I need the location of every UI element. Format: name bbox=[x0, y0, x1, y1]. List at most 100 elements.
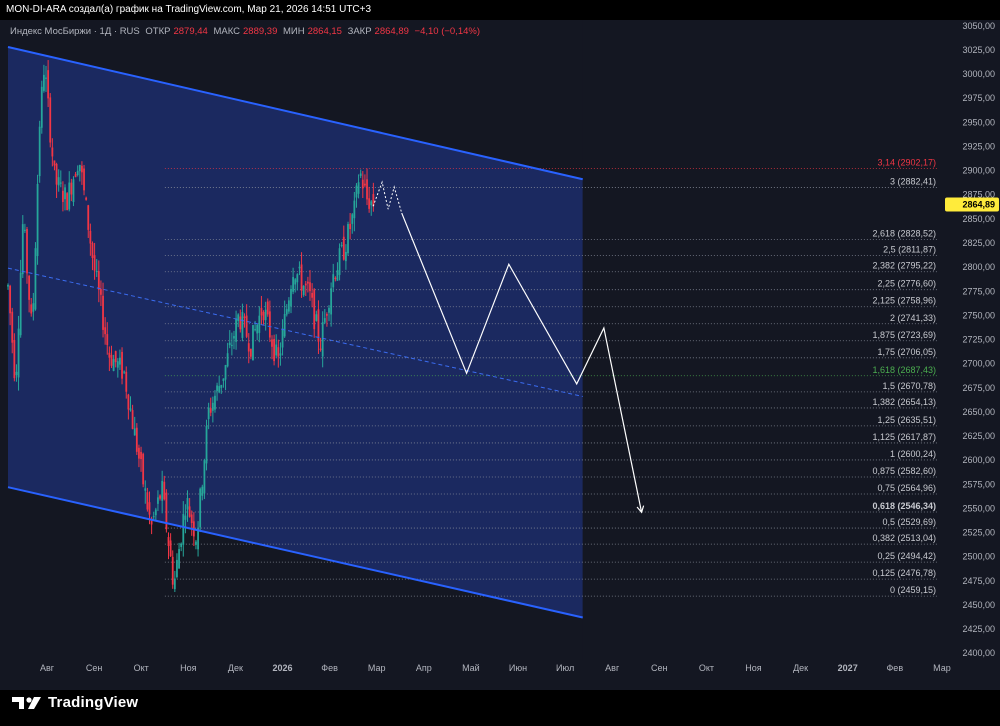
candle-body bbox=[243, 316, 246, 318]
price-tick-label: 2900,00 bbox=[962, 166, 995, 176]
candle-body bbox=[91, 243, 94, 258]
candle-body bbox=[47, 70, 50, 99]
candle-body bbox=[220, 384, 223, 388]
candle-body bbox=[218, 386, 221, 393]
candle-body bbox=[161, 480, 164, 501]
candle-body bbox=[266, 301, 269, 315]
price-tick-label: 2800,00 bbox=[962, 262, 995, 272]
candle-body bbox=[97, 271, 100, 290]
fib-label: 1,875 (2723,69) bbox=[872, 330, 936, 340]
candle-body bbox=[197, 527, 199, 550]
candle-body bbox=[241, 312, 244, 338]
candle-body bbox=[252, 325, 254, 361]
price-tick-label: 2675,00 bbox=[962, 383, 995, 393]
candle-body bbox=[169, 540, 172, 557]
candle-body bbox=[110, 354, 113, 366]
candle-body bbox=[228, 342, 231, 346]
candle-body bbox=[138, 447, 140, 459]
candle-body bbox=[38, 126, 41, 177]
projection-path bbox=[401, 212, 643, 513]
price-tick-label: 2575,00 bbox=[962, 479, 995, 489]
fib-label: 1,25 (2635,51) bbox=[877, 415, 936, 425]
chart-caption: MON-DI-ARA создал(а) график на TradingVi… bbox=[0, 0, 1000, 20]
chart-panel[interactable]: 0 (2459,15) 0,125 (2476,78) 0,25 (2494,42)… bbox=[0, 20, 1000, 690]
price-tick-label: 2700,00 bbox=[962, 359, 995, 369]
high-label: МАКС bbox=[213, 26, 241, 37]
tradingview-logo[interactable]: TradingView bbox=[12, 694, 138, 711]
fib-label: 1,5 (2670,78) bbox=[882, 381, 936, 391]
candle-body bbox=[309, 282, 311, 292]
candle-body bbox=[119, 357, 121, 365]
candle-body bbox=[148, 502, 151, 515]
candle-body bbox=[287, 300, 290, 312]
candle-body bbox=[186, 498, 189, 510]
fib-label: 1,125 (2617,87) bbox=[872, 432, 936, 442]
price-tick-label: 3025,00 bbox=[962, 45, 995, 55]
candle-body bbox=[349, 223, 352, 230]
candle-body bbox=[313, 289, 316, 330]
candle-body bbox=[260, 307, 263, 316]
change-value: −4,10 (−0,14%) bbox=[414, 26, 481, 37]
candle-body bbox=[366, 179, 368, 200]
candle-body bbox=[342, 236, 345, 260]
candle-body bbox=[211, 402, 214, 411]
candle-body bbox=[173, 578, 176, 590]
candle-body bbox=[319, 348, 322, 350]
fib-label: 0 (2459,15) bbox=[890, 585, 936, 595]
candle-body bbox=[180, 543, 183, 547]
fib-label: 2,125 (2758,96) bbox=[872, 296, 936, 306]
tradingview-brand: TradingView bbox=[48, 694, 139, 711]
fib-label: 2,618 (2828,52) bbox=[872, 229, 936, 239]
candle-body bbox=[127, 394, 130, 410]
candle-body bbox=[43, 74, 45, 91]
candle-body bbox=[146, 492, 149, 510]
price-tick-label: 2525,00 bbox=[962, 528, 995, 538]
candle-body bbox=[271, 339, 273, 347]
candle-body bbox=[370, 201, 373, 206]
candle-body bbox=[125, 371, 128, 392]
projection-arrowhead bbox=[636, 505, 645, 514]
candle-body bbox=[281, 328, 284, 348]
time-tick-label: Мар bbox=[933, 663, 951, 673]
time-tick-label: Авг bbox=[40, 663, 55, 673]
fib-lines-layer: 0 (2459,15) 0,125 (2476,78) 0,25 (2494,42)… bbox=[164, 157, 938, 597]
price-chart[interactable]: 0 (2459,15) 0,125 (2476,78) 0,25 (2494,42)… bbox=[0, 20, 1000, 690]
fib-label: 2,382 (2795,22) bbox=[872, 261, 936, 271]
candle-body bbox=[357, 182, 360, 194]
candle-body bbox=[140, 451, 142, 460]
candle-body bbox=[203, 460, 206, 494]
candle-body bbox=[129, 408, 132, 411]
candle-body bbox=[121, 351, 123, 379]
candle-body bbox=[311, 292, 314, 298]
price-tick-label: 2650,00 bbox=[962, 407, 995, 417]
candle-body bbox=[57, 177, 60, 186]
candle-body bbox=[214, 395, 216, 410]
candle-body bbox=[328, 307, 330, 313]
candle-body bbox=[237, 314, 240, 322]
candle-body bbox=[78, 164, 81, 172]
projection-near-path bbox=[372, 180, 403, 214]
candle-body bbox=[49, 97, 52, 143]
candle-body bbox=[226, 353, 229, 367]
candle-body bbox=[230, 344, 233, 347]
candle-body bbox=[355, 185, 358, 198]
time-tick-label: Май bbox=[462, 663, 480, 673]
candle-body bbox=[256, 324, 259, 334]
symbol-label[interactable]: Индекс МосБиржи · 1Д · RUS bbox=[10, 26, 140, 37]
price-tick-label: 2975,00 bbox=[962, 93, 995, 103]
price-tick-label: 2850,00 bbox=[962, 214, 995, 224]
candle-body bbox=[114, 351, 117, 363]
price-tick-label: 2875,00 bbox=[962, 190, 995, 200]
fib-label: 0,875 (2582,60) bbox=[872, 466, 936, 476]
candle-body bbox=[150, 518, 153, 525]
low-label: МИН bbox=[283, 26, 305, 37]
candle-body bbox=[13, 339, 16, 379]
candle-body bbox=[296, 274, 299, 283]
price-tick-label: 2925,00 bbox=[962, 141, 995, 151]
candle-body bbox=[7, 284, 9, 287]
future-area bbox=[582, 20, 942, 660]
candle-body bbox=[83, 168, 85, 191]
candle-body bbox=[249, 348, 252, 357]
candle-body bbox=[195, 541, 197, 545]
close-label: ЗАКР bbox=[347, 26, 372, 37]
